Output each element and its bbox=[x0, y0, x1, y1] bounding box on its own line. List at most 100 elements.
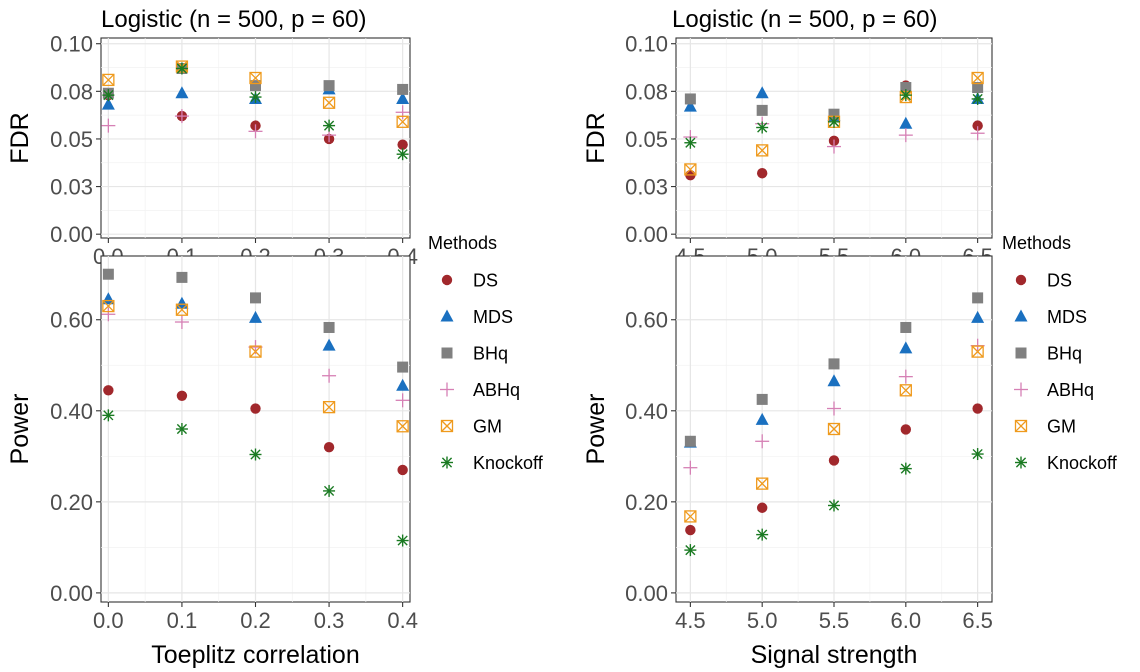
data-point-abhq bbox=[322, 368, 337, 383]
y-axis-title: FDR bbox=[6, 112, 34, 163]
data-point-knockoff bbox=[828, 499, 840, 512]
data-point-knockoff bbox=[175, 62, 188, 75]
legend-key-ds bbox=[1015, 274, 1027, 286]
data-point-abhq bbox=[174, 109, 189, 124]
data-point-bhq bbox=[102, 268, 114, 280]
legend-item-bhq: BHq bbox=[441, 344, 508, 364]
data-point-knockoff bbox=[756, 528, 769, 541]
data-point-bhq bbox=[684, 93, 696, 105]
panel-power-toeplitz: 0.0 0.1 0.2 0.3 0.4 0.00 0.20 0.40 0.60 Power To… bbox=[6, 255, 418, 669]
legend-key-gm bbox=[440, 419, 454, 433]
data-point-knockoff bbox=[396, 534, 409, 547]
legend-items: DS MDS BHq ABHq GM Knockoff bbox=[440, 271, 544, 473]
data-point-bhq bbox=[756, 104, 768, 116]
data-point-bhq bbox=[397, 361, 409, 373]
legend-key-ds bbox=[441, 274, 453, 286]
legend-key-bhq bbox=[1015, 347, 1027, 359]
data-point-ds bbox=[176, 390, 188, 401]
y-tick-label: 0.08 bbox=[50, 79, 93, 104]
y-tick-label: 0.03 bbox=[50, 175, 93, 200]
data-point-gm bbox=[971, 71, 984, 85]
data-point-ds bbox=[397, 139, 408, 150]
data-point-ds bbox=[900, 424, 912, 435]
data-point-gm bbox=[396, 115, 409, 128]
data-point-mds bbox=[249, 310, 262, 323]
data-point-mds bbox=[755, 412, 769, 425]
legend-item-mds: MDS bbox=[440, 307, 513, 327]
y-axis-title: FDR bbox=[582, 112, 610, 163]
data-point-mds bbox=[755, 86, 769, 99]
data-point-knockoff bbox=[684, 544, 697, 557]
legend-item-ds: DS bbox=[441, 271, 498, 291]
x-axis-title: Toeplitz correlation bbox=[151, 641, 359, 669]
data-point-mds bbox=[899, 341, 913, 354]
y-axis-title: Power bbox=[6, 394, 34, 465]
x-tick-label: 4.5 bbox=[675, 608, 706, 633]
data-point-gm bbox=[102, 299, 115, 313]
x-tick-label: 6.5 bbox=[962, 608, 993, 633]
data-point-ds bbox=[756, 502, 768, 513]
data-point-abhq bbox=[101, 307, 116, 322]
data-point-ds bbox=[397, 464, 408, 476]
data-point-knockoff bbox=[249, 91, 262, 104]
data-point-gm bbox=[684, 163, 697, 176]
data-point-bhq bbox=[828, 358, 840, 370]
y-tick-label: 0.20 bbox=[625, 490, 668, 515]
panel-power-signal: 4.5 5.0 5.5 6.0 6.5 0.00 0.20 0.40 0.60 Power Si… bbox=[582, 255, 993, 669]
x-tick-label: 0.3 bbox=[314, 608, 345, 633]
data-point-ds bbox=[685, 524, 696, 536]
legend-key-gm bbox=[1014, 419, 1028, 433]
y-tick-label: 0.08 bbox=[625, 79, 668, 104]
legend-label: ABHq bbox=[1047, 380, 1094, 400]
legend-right: Methods DS MDS BHq ABHq GM Knockoff bbox=[1002, 233, 1118, 473]
data-point-gm bbox=[396, 420, 409, 433]
legend-key-abhq bbox=[440, 382, 454, 397]
x-tick-label: 5.5 bbox=[819, 608, 850, 633]
legend-label: BHq bbox=[473, 344, 508, 364]
legend-label: MDS bbox=[473, 307, 513, 327]
data-point-bhq bbox=[900, 82, 912, 94]
legend-title: Methods bbox=[1002, 233, 1071, 253]
data-point-abhq bbox=[898, 369, 913, 384]
data-point-bhq bbox=[323, 321, 335, 333]
legend-item-abhq: ABHq bbox=[440, 380, 520, 400]
data-points bbox=[101, 268, 410, 547]
data-point-gm bbox=[899, 384, 912, 397]
data-point-abhq bbox=[174, 315, 189, 330]
data-point-bhq bbox=[828, 108, 840, 120]
legend-label: Knockoff bbox=[1047, 453, 1118, 473]
x-tick-label: 5.0 bbox=[747, 608, 778, 633]
legend-item-ds: DS bbox=[1015, 271, 1072, 291]
data-point-knockoff bbox=[971, 92, 984, 105]
data-point-gm bbox=[756, 144, 769, 157]
legend-item-knockoff: Knockoff bbox=[1015, 453, 1118, 473]
data-point-abhq bbox=[395, 393, 410, 408]
data-point-abhq bbox=[827, 401, 841, 416]
data-point-mds bbox=[396, 91, 410, 104]
x-tick-label: 0.2 bbox=[240, 608, 271, 633]
data-point-gm bbox=[249, 71, 262, 85]
legend-key-bhq bbox=[441, 347, 453, 359]
axis-ticks: 4.5 5.0 5.5 6.0 6.5 0.00 0.20 0.40 0.60 bbox=[625, 308, 993, 633]
y-tick-label: 0.10 bbox=[50, 32, 93, 57]
legend-item-bhq: BHq bbox=[1015, 344, 1082, 364]
data-point-abhq bbox=[827, 139, 841, 154]
y-tick-label: 0.00 bbox=[625, 581, 668, 606]
x-tick-label: 0.0 bbox=[93, 608, 124, 633]
data-point-knockoff bbox=[899, 89, 912, 102]
data-point-bhq bbox=[250, 80, 261, 92]
data-point-mds bbox=[899, 116, 913, 129]
data-point-mds bbox=[175, 86, 189, 99]
data-point-knockoff bbox=[756, 121, 769, 134]
legend-key-mds bbox=[1014, 309, 1028, 322]
legend-left: Methods DS MDS BHq ABHq GM Knockoff bbox=[428, 233, 544, 473]
data-point-bhq bbox=[756, 393, 768, 405]
legend-label: ABHq bbox=[473, 380, 520, 400]
data-point-ds bbox=[828, 455, 840, 466]
data-point-knockoff bbox=[249, 448, 262, 461]
y-tick-label: 0.40 bbox=[625, 399, 668, 424]
data-point-gm bbox=[175, 303, 189, 316]
data-point-mds bbox=[971, 310, 985, 323]
legend-label: BHq bbox=[1047, 344, 1082, 364]
